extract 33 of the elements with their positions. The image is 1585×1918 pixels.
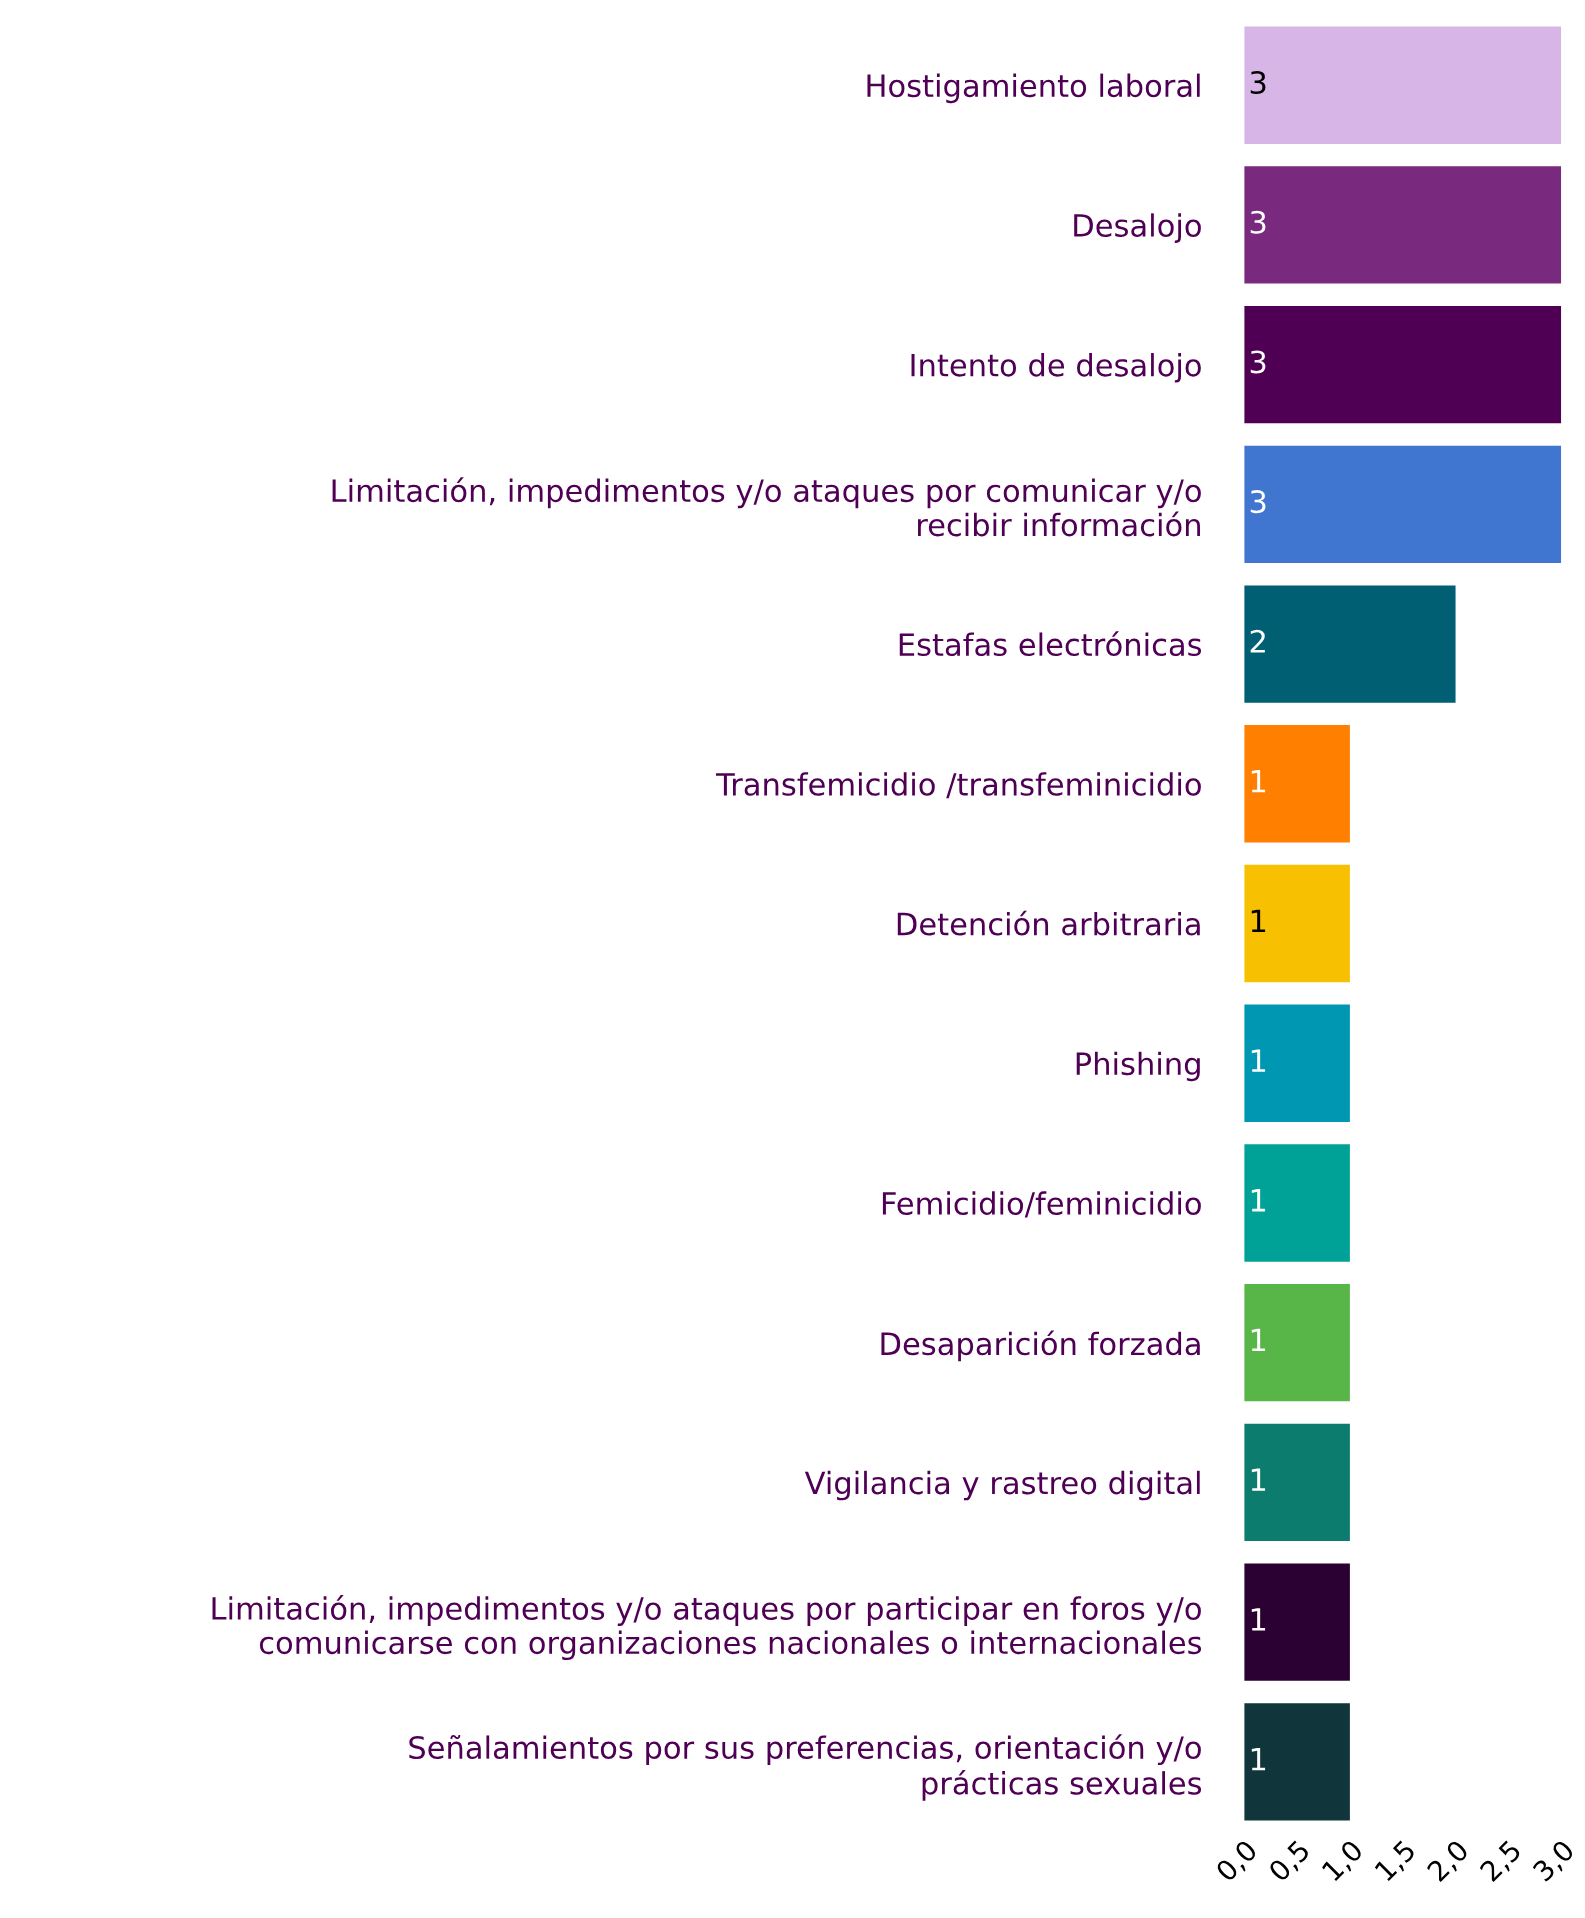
x-tick-label: 0,0 [1214,1838,1261,1885]
data-label: 1 [1251,769,1266,793]
y-tick-label: Estafas electrónicas [899,631,1202,657]
y-tick-label: Vigilancia y rastreo digital [804,1470,1200,1501]
y-tick-label: Femicidio/feminicidio [882,1191,1201,1218]
x-tick-label: 2,0 [1426,1838,1472,1885]
data-label: 3 [1250,350,1266,374]
data-label: 3 [1250,210,1266,234]
x-tick-label: 2,5 [1478,1839,1524,1885]
data-label: 2 [1250,629,1265,653]
y-tick-label: Hostigamiento laboral [867,73,1200,104]
y-tick-label: Phishing [1076,1051,1200,1082]
x-tick-label: 0,5 [1267,1839,1313,1885]
x-tick-label: 3,0 [1531,1838,1578,1885]
data-label: 1 [1251,1189,1266,1212]
data-label: 1 [1251,1608,1266,1631]
y-tick-label: Desalojo [1074,213,1201,243]
x-tick-label: 1,0 [1321,1838,1366,1884]
y-tick-label: Señalamientos por sus preferencias, orientación y/o prácticas sexuales [409,1734,1202,1801]
y-tick-label: Desaparición forzada [881,1330,1200,1362]
y-tick-label: Transfemicidio /transfeminicidio [715,772,1201,799]
data-label: 1 [1251,1049,1266,1072]
data-label: 3 [1250,490,1266,514]
y-tick-label: Detención arbitraria [897,910,1200,936]
y-tick-label: Limitación, impedimentos y/o ataques por participar en foros y/o comunicarse con organizaciones nacionales o internacionales [212,1595,1202,1661]
data-label: 1 [1251,1328,1266,1352]
data-label: 1 [1251,909,1266,932]
data-label: 1 [1251,1747,1266,1771]
data-label: 1 [1251,1468,1266,1491]
x-tick-label: 1,5 [1374,1839,1419,1884]
data-label: 3 [1250,70,1266,95]
y-tick-label: Limitación, impedimentos y/o ataques por comunicar y/o recibir información [332,477,1201,537]
y-tick-label: Intento de desalojo [911,353,1201,383]
